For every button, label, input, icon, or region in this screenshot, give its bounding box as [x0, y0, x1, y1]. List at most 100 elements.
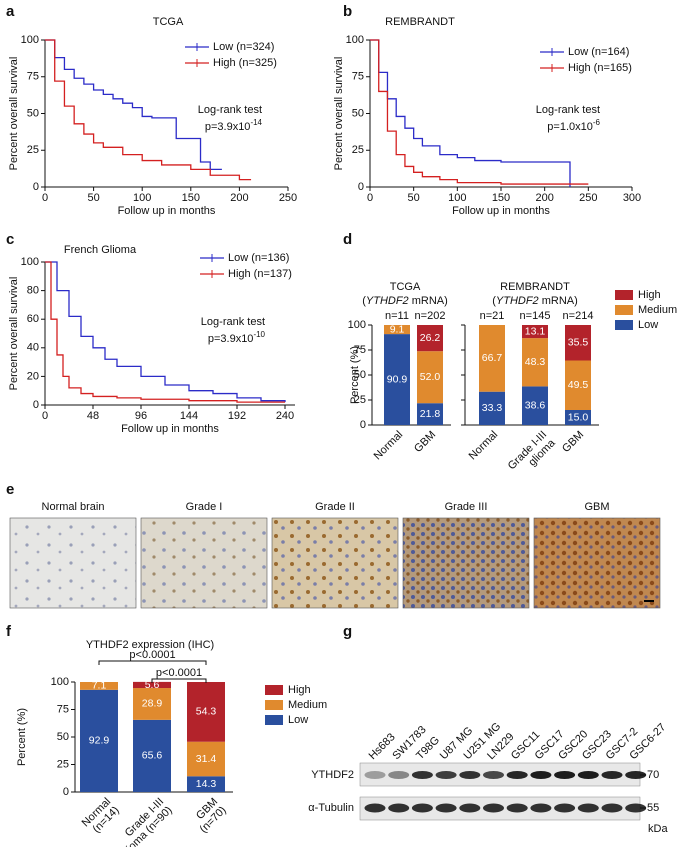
value-label: 21.8 [420, 408, 441, 420]
value-label: 35.5 [568, 337, 589, 349]
x-tick-label: GBM [412, 429, 438, 455]
n-label: n=145 [520, 310, 551, 322]
legend-label: High [288, 684, 311, 696]
y-tick-label: 0 [358, 181, 364, 193]
row-label: YTHDF2 [311, 769, 354, 781]
bar-segment [479, 325, 505, 392]
legend-label: High (n=325) [213, 57, 277, 69]
value-label: 31.4 [196, 753, 217, 765]
y-tick-label: 60 [27, 313, 39, 325]
bar-segment [565, 360, 591, 410]
subtitle-part: ( [492, 295, 496, 307]
y-tick-label: 75 [352, 71, 364, 83]
y-tick-label: 50 [354, 369, 366, 381]
bar-segment [80, 689, 118, 792]
band [506, 803, 528, 813]
image-label: Normal brain [42, 501, 105, 513]
marker-label: 55 [647, 802, 659, 814]
y-tick-label: 0 [360, 419, 366, 431]
x-tick-label: 96 [135, 410, 147, 422]
image-label: Grade II [315, 501, 355, 513]
value-label: 54.3 [196, 706, 217, 718]
x-tick-label: 144 [180, 410, 198, 422]
band [388, 803, 410, 813]
image-label: Grade III [445, 501, 488, 513]
significance-bracket [98, 660, 207, 665]
chart-title: TCGA [153, 16, 184, 28]
y-tick-label: 50 [27, 107, 39, 119]
ihc-image [533, 517, 661, 609]
legend-swatch [265, 715, 283, 725]
x-tick-label: 240 [276, 410, 294, 422]
band [483, 803, 504, 813]
annotation: Log-rank test [201, 316, 265, 328]
bar-segment [565, 325, 591, 361]
value-label: 65.6 [142, 750, 163, 762]
y-axis-label: Percent (%) [349, 346, 361, 404]
y-tick-label: 75 [27, 71, 39, 83]
subtitle-part: ( [362, 295, 366, 307]
image-label: GBM [584, 501, 609, 513]
bar-segment [479, 391, 505, 425]
y-tick-label: 0 [33, 399, 39, 411]
survival-curve [45, 39, 252, 181]
p-value-exp: -6 [593, 118, 601, 127]
category-line: Normal [372, 429, 406, 463]
significance-label: p<0.0001 [156, 667, 202, 679]
p-value: p=3.9x10-10 [208, 330, 266, 345]
subtitle-part: mRNA) [539, 295, 578, 307]
ihc-image [402, 517, 530, 609]
band [577, 771, 599, 779]
y-tick-label: 50 [352, 107, 364, 119]
y-axis-label: Percent overall survival [333, 57, 345, 171]
y-axis-label: Percent overall survival [8, 277, 20, 391]
bar-segment [522, 338, 548, 387]
y-tick-label: 0 [33, 181, 39, 193]
value-label: 15.0 [568, 411, 589, 423]
p-value-text: p=3.9x10 [208, 333, 254, 345]
chart-title: YTHDF2 expression (IHC) [86, 639, 214, 651]
x-axis-label: Follow up in months [452, 205, 550, 217]
p-value-exp: -14 [250, 118, 262, 127]
significance-label: p<0.0001 [129, 649, 175, 661]
y-tick-label: 100 [21, 34, 39, 46]
legend-swatch [615, 320, 633, 330]
bar-segment [384, 325, 410, 335]
legend-label: Low (n=136) [228, 252, 289, 264]
legend-label: Medium [288, 699, 327, 711]
chart-subtitle: (YTHDF2 mRNA) [492, 295, 578, 307]
band [506, 771, 528, 779]
panel-label: d [343, 231, 352, 248]
subtitle-part: mRNA) [409, 295, 448, 307]
band [483, 771, 504, 779]
value-label: 5.6 [145, 679, 160, 691]
legend-label: High (n=165) [568, 62, 632, 74]
y-tick-label: 25 [352, 144, 364, 156]
legend-label: Medium [638, 304, 677, 316]
significance-bracket [151, 678, 207, 683]
band [459, 771, 481, 779]
value-label: 7.1 [92, 680, 107, 692]
x-tick-label: 0 [42, 410, 48, 422]
value-label: 13.1 [525, 325, 546, 337]
x-tick-label: 0 [367, 192, 373, 204]
chart-title: TCGA [390, 281, 421, 293]
x-axis-label: Follow up in months [121, 423, 219, 435]
y-tick-label: 80 [27, 285, 39, 297]
bar-segment [565, 410, 591, 425]
chart-title: French Glioma [64, 244, 137, 256]
bar-segment [133, 681, 171, 689]
category-line: GBM [412, 429, 438, 455]
marker-label: 70 [647, 769, 659, 781]
y-tick-label: 25 [57, 758, 69, 770]
y-axis-label: Percent (%) [16, 708, 28, 766]
bar-segment [80, 682, 118, 690]
value-label: 33.3 [482, 402, 503, 414]
y-tick-label: 0 [63, 786, 69, 798]
y-tick-label: 40 [27, 342, 39, 354]
band [388, 771, 410, 779]
survival-curve [45, 261, 285, 403]
band [435, 803, 457, 813]
x-tick-label: Normal(n=14) [80, 796, 122, 838]
